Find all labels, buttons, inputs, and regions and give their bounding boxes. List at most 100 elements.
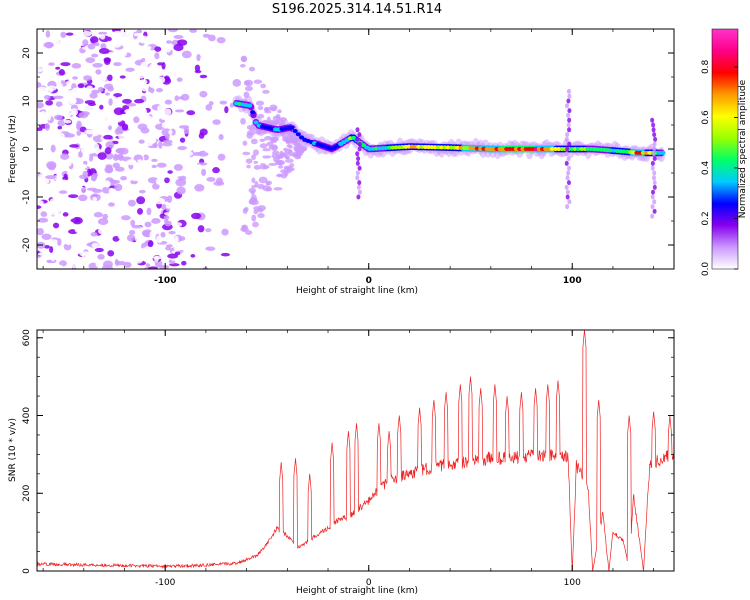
noise-blob bbox=[170, 117, 177, 123]
noise-blob bbox=[48, 239, 58, 244]
noise-blob bbox=[44, 123, 50, 131]
noise-blob bbox=[52, 155, 58, 164]
noise-blob bbox=[258, 176, 268, 184]
noise-blob bbox=[253, 160, 259, 164]
noise-blob bbox=[247, 129, 256, 136]
noise-blob bbox=[102, 260, 113, 268]
noise-blob bbox=[132, 169, 140, 174]
noise-blob bbox=[37, 127, 43, 132]
noise-blob bbox=[204, 148, 213, 153]
noise-blob bbox=[41, 188, 50, 193]
noise-blob bbox=[257, 213, 265, 219]
spectrogram-ytick-label: 0 bbox=[22, 146, 32, 152]
noise-blob bbox=[127, 139, 134, 145]
noise-blob bbox=[125, 102, 137, 107]
noise-blob bbox=[277, 165, 284, 169]
noise-blob bbox=[154, 76, 166, 84]
noise-blob bbox=[205, 43, 211, 51]
noise-blob bbox=[174, 95, 179, 102]
noise-blob bbox=[79, 138, 87, 142]
noise-blob bbox=[80, 146, 92, 155]
noise-blob bbox=[97, 218, 109, 225]
noise-blob bbox=[97, 152, 107, 160]
noise-blob bbox=[248, 187, 257, 194]
noise-blob bbox=[126, 234, 136, 242]
streak-blob bbox=[567, 199, 572, 205]
noise-blob bbox=[90, 232, 98, 237]
noise-blob bbox=[165, 244, 173, 248]
noise-blob bbox=[206, 156, 215, 163]
noise-blob bbox=[112, 153, 119, 161]
noise-blob bbox=[215, 177, 223, 185]
noise-blob bbox=[107, 125, 112, 131]
noise-blob bbox=[76, 130, 82, 137]
noise-blob bbox=[164, 56, 174, 64]
noise-blob bbox=[57, 238, 62, 246]
spectrogram-xtick-label: -100 bbox=[154, 276, 177, 286]
noise-blob bbox=[132, 257, 143, 264]
noise-blob bbox=[155, 68, 167, 77]
noise-blob bbox=[164, 177, 170, 184]
noise-blob bbox=[108, 51, 117, 55]
streak-blob bbox=[356, 194, 361, 200]
noise-blob bbox=[164, 99, 173, 105]
noise-blob bbox=[168, 129, 173, 135]
noise-blob bbox=[72, 206, 78, 211]
noise-blob bbox=[55, 66, 61, 70]
colorbar-tick-label: 0.6 bbox=[701, 110, 711, 125]
noise-blob bbox=[54, 215, 62, 220]
snr-xtick-label: 0 bbox=[366, 578, 372, 588]
spectrogram-ytick-label: 10 bbox=[22, 95, 32, 107]
noise-blob bbox=[70, 110, 77, 116]
noise-blob bbox=[37, 155, 45, 159]
noise-blob bbox=[157, 104, 166, 113]
noise-blob bbox=[91, 172, 98, 181]
noise-blob bbox=[263, 107, 269, 113]
noise-blob bbox=[251, 154, 256, 161]
noise-blob bbox=[152, 197, 158, 203]
noise-blob bbox=[260, 83, 267, 89]
noise-blob bbox=[112, 162, 121, 169]
noise-blob bbox=[87, 43, 96, 50]
noise-blob bbox=[45, 30, 51, 38]
noise-blob bbox=[85, 129, 95, 135]
noise-blob bbox=[166, 195, 173, 203]
noise-blob bbox=[229, 102, 235, 108]
noise-blob bbox=[149, 82, 160, 89]
noise-blob bbox=[120, 32, 130, 39]
noise-blob bbox=[148, 266, 158, 269]
noise-blob bbox=[44, 63, 50, 70]
noise-blob bbox=[250, 197, 258, 203]
noise-blob bbox=[164, 61, 175, 67]
noise-blob bbox=[94, 42, 100, 47]
noise-blob bbox=[78, 112, 89, 119]
spectrogram-ytick-label: 20 bbox=[22, 47, 32, 59]
streak-blob bbox=[652, 132, 657, 138]
streak-blob bbox=[566, 156, 571, 162]
streak-blob bbox=[565, 146, 570, 152]
noise-blob bbox=[165, 204, 174, 209]
noise-blob bbox=[259, 143, 268, 149]
noise-blob bbox=[66, 170, 76, 178]
streak-blob bbox=[357, 132, 362, 138]
noise-blob bbox=[174, 222, 183, 227]
noise-blob bbox=[204, 239, 211, 246]
noise-blob bbox=[164, 133, 170, 140]
noise-blob bbox=[124, 108, 135, 114]
streak-blob bbox=[566, 88, 571, 94]
noise-blob bbox=[104, 147, 112, 155]
noise-blob bbox=[242, 151, 251, 156]
noise-blob bbox=[65, 235, 70, 239]
noise-blob bbox=[103, 180, 111, 188]
noise-blob bbox=[63, 173, 68, 179]
streak-blob bbox=[650, 213, 655, 219]
noise-blob bbox=[199, 74, 208, 79]
noise-blob bbox=[129, 243, 139, 248]
noise-blob bbox=[196, 115, 205, 122]
colorbar-gradient bbox=[711, 28, 739, 270]
noise-blob bbox=[133, 32, 139, 37]
noise-blob bbox=[138, 139, 145, 144]
noise-blob bbox=[194, 70, 202, 74]
